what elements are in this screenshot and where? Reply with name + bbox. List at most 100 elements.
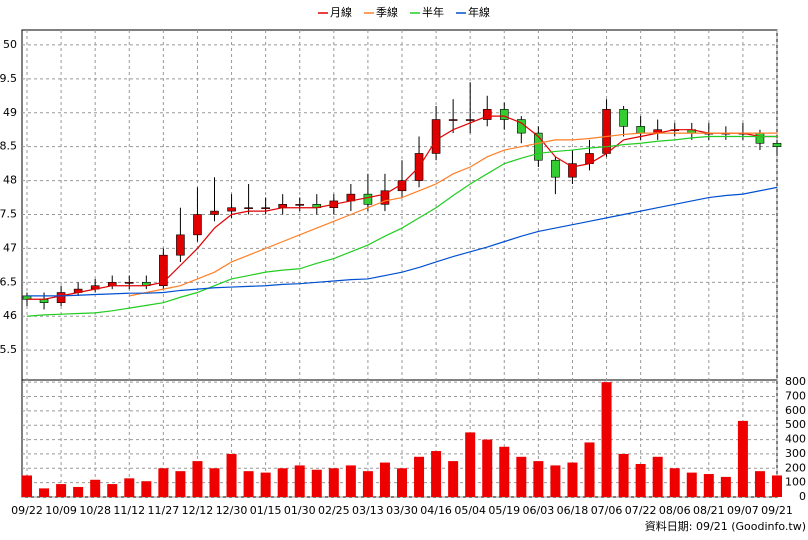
x-tick-label: 03/30 (386, 504, 418, 517)
legend-label: 半年 (422, 5, 444, 19)
x-tick-label: 06/18 (557, 504, 589, 517)
legend-label: 年線 (468, 5, 490, 19)
volume-bar (431, 451, 442, 497)
x-tick-label: 12/12 (182, 504, 214, 517)
candle-body (448, 119, 458, 121)
volume-bar (107, 484, 118, 497)
x-tick-label: 05/04 (454, 504, 486, 517)
x-tick-label: 08/06 (659, 504, 691, 517)
volume-bar (516, 456, 527, 497)
volume-bar (379, 462, 390, 497)
volume-bar (192, 461, 203, 497)
x-tick-label: 01/15 (250, 504, 282, 517)
volume-bar (311, 469, 322, 497)
volume-bar (772, 475, 782, 497)
volume-bar (260, 472, 271, 497)
candle-body (363, 193, 373, 205)
volume-bar (397, 468, 407, 497)
volume-bar (686, 472, 697, 497)
volume-bar (141, 481, 152, 497)
candle-body (619, 109, 628, 127)
volume-bar (533, 461, 544, 497)
candle-body (534, 132, 543, 161)
volume-bar (567, 462, 578, 497)
volume-bar (362, 471, 373, 497)
volume-bar (90, 479, 101, 497)
candle-body (568, 163, 577, 178)
ma-line (129, 132, 777, 297)
source-note: 資料日期: 09/21 (Goodinfo.tw) (645, 519, 806, 533)
y-tick-label: 49 (3, 106, 17, 119)
y2-tick-label: 400 (785, 433, 806, 446)
y2-tick-label: 300 (785, 447, 806, 460)
candle-body (551, 159, 560, 178)
volume-bar (669, 468, 680, 497)
candle-body (176, 234, 185, 256)
legend-label: 季線 (376, 5, 398, 19)
volume-bar (550, 465, 561, 497)
candle-body (159, 254, 168, 287)
volume-bar (175, 471, 186, 497)
candle-body (193, 214, 202, 236)
ma-line (26, 135, 777, 317)
y-tick-label: 46 (3, 309, 17, 322)
x-tick-label: 07/22 (625, 504, 657, 517)
x-tick-label: 09/07 (727, 504, 759, 517)
x-tick-label: 02/25 (318, 504, 350, 517)
x-tick-label: 07/06 (591, 504, 623, 517)
volume-bar (754, 471, 765, 497)
candle-body (56, 292, 66, 303)
y2-tick-label: 200 (785, 461, 806, 474)
candle-body (499, 109, 509, 120)
x-tick-label: 09/22 (11, 504, 43, 517)
volume-bar (618, 453, 629, 497)
candle-body (227, 207, 236, 212)
x-tick-label: 06/03 (523, 504, 555, 517)
candle-body (295, 204, 305, 206)
volume-bar (277, 468, 288, 497)
volume-bar (158, 468, 169, 497)
x-tick-label: 01/30 (284, 504, 316, 517)
x-tick-label: 04/16 (420, 504, 452, 517)
y2-tick-label: 100 (785, 476, 806, 489)
legend-label: 月線 (330, 5, 352, 19)
candle-body (124, 282, 134, 284)
volume-bar (56, 484, 67, 497)
volume-bar (328, 468, 339, 497)
volume-bar (243, 471, 254, 497)
x-tick-label: 09/21 (761, 504, 793, 517)
y-tick-label: 48 (3, 174, 17, 187)
y-tick-label: 7.5 (0, 207, 17, 220)
y2-tick-label: 500 (785, 418, 806, 431)
y-tick-label: 9.5 (0, 72, 17, 85)
y2-tick-label: 0 (799, 490, 806, 503)
candle-body (465, 119, 475, 121)
volume-bar (584, 442, 595, 497)
volume-bar (465, 432, 476, 497)
x-tick-label: 12/30 (216, 504, 248, 517)
candle-body (210, 210, 219, 215)
candle-body (755, 132, 765, 144)
volume-bar (601, 382, 612, 497)
volume-bar (448, 461, 459, 497)
candle-body (482, 109, 492, 120)
candle-body (772, 142, 782, 147)
volume-bar (737, 420, 748, 497)
volume-bar (635, 463, 646, 497)
ma-line (27, 186, 778, 297)
candle-body (431, 119, 441, 154)
volume-bar (209, 468, 220, 497)
y2-tick-label: 800 (785, 375, 806, 388)
volume-bar (22, 475, 32, 497)
x-tick-label: 08/21 (693, 504, 725, 517)
candle-body (261, 207, 270, 210)
y-tick-label: 47 (3, 241, 17, 254)
volume-bar (720, 476, 731, 497)
volume-bar (226, 453, 237, 497)
y-tick-label: 8.5 (0, 140, 17, 153)
y2-tick-label: 600 (785, 404, 806, 417)
x-tick-label: 11/27 (148, 504, 180, 517)
x-tick-label: 05/19 (488, 504, 520, 517)
candle-body (244, 207, 253, 210)
